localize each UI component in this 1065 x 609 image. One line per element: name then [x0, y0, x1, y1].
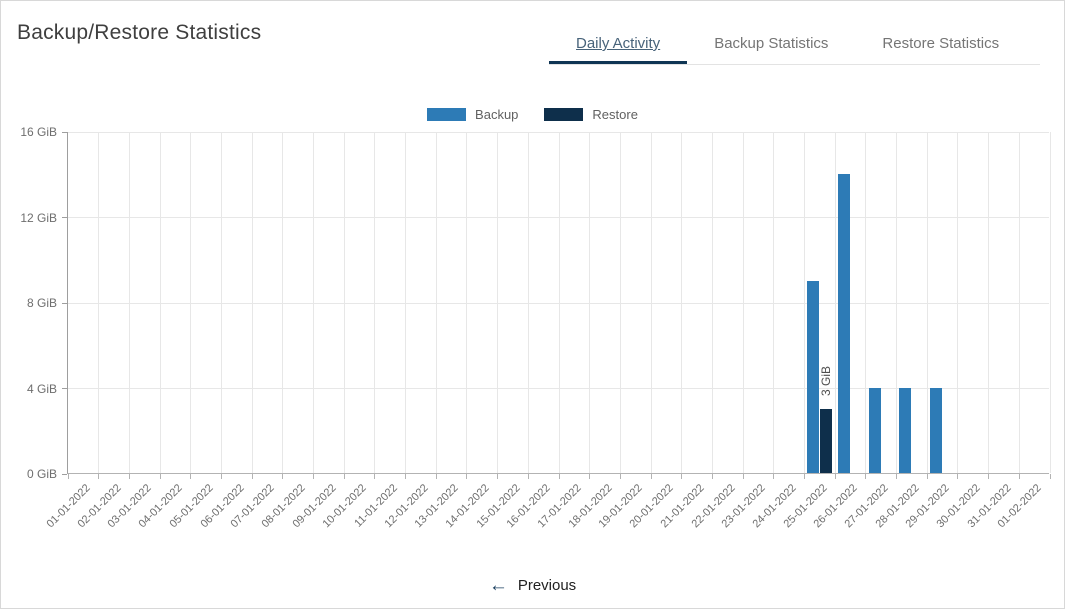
- v-gridline: [1049, 132, 1051, 473]
- v-gridline: [190, 132, 192, 473]
- daily-activity-bar-chart: 0 GiB 4 GiB 8 GiB 12 GiB 16 GiB 01-01-2022 02-…: [20, 125, 1051, 530]
- v-gridline: [1018, 132, 1020, 473]
- v-gridline: [435, 132, 437, 473]
- v-gridline: [865, 132, 867, 473]
- v-gridline: [98, 132, 100, 473]
- x-tick-mark: [988, 474, 990, 479]
- backup-swatch-icon: [427, 108, 467, 121]
- x-tick-mark: [558, 474, 560, 479]
- y-tick-mark: [62, 217, 67, 218]
- arrow-left-icon: ←: [488, 575, 508, 596]
- v-gridline: [497, 132, 499, 473]
- v-gridline: [405, 132, 407, 473]
- v-gridline: [650, 132, 652, 473]
- backup-bar-27-01-2022[interactable]: [868, 387, 881, 473]
- v-gridline: [374, 132, 376, 473]
- x-tick-mark: [251, 474, 253, 479]
- bar-value-label: 3 GiB: [819, 365, 834, 396]
- v-gridline: [834, 132, 836, 473]
- backup-bar-26-01-2022[interactable]: [838, 173, 851, 473]
- x-tick-mark: [343, 474, 345, 479]
- previous-page-control[interactable]: ← Previous: [1, 576, 1064, 595]
- x-tick-mark: [926, 474, 928, 479]
- backup-bar-25-01-2022[interactable]: [807, 280, 820, 473]
- v-gridline: [313, 132, 314, 473]
- x-tick-mark: [834, 474, 836, 479]
- v-gridline: [466, 132, 468, 473]
- x-tick-mark: [220, 474, 222, 479]
- backup-bar-28-01-2022[interactable]: [899, 387, 912, 473]
- legend-label-restore: Restore: [592, 107, 638, 122]
- v-gridline: [589, 132, 591, 473]
- v-gridline: [128, 132, 130, 473]
- v-gridline: [220, 132, 222, 473]
- page-title: Backup/Restore Statistics: [17, 21, 262, 44]
- v-gridline: [926, 132, 928, 473]
- y-axis-tick-label: 16 GiB: [20, 125, 57, 139]
- x-tick-mark: [650, 474, 652, 479]
- backup-bar-29-01-2022[interactable]: [930, 387, 943, 473]
- tab-bar: Daily Activity Backup Statistics Restore…: [549, 23, 1040, 65]
- x-tick-mark: [128, 474, 130, 479]
- x-tick-mark: [466, 474, 468, 479]
- x-tick-mark: [374, 474, 376, 479]
- x-tick-mark: [957, 474, 959, 479]
- x-tick-mark: [742, 474, 744, 479]
- restore-bar-25-01-2022[interactable]: [820, 408, 833, 473]
- v-gridline: [711, 132, 713, 473]
- previous-label: Previous: [517, 577, 577, 594]
- v-gridline: [619, 132, 621, 473]
- x-tick-mark: [282, 474, 284, 479]
- legend-item-restore[interactable]: Restore: [544, 107, 638, 122]
- v-gridline: [343, 132, 345, 473]
- tab-backup-statistics[interactable]: Backup Statistics: [714, 35, 829, 52]
- x-tick-mark: [865, 474, 867, 479]
- v-gridline: [681, 132, 683, 473]
- x-tick-mark: [405, 474, 407, 479]
- y-tick-mark: [62, 131, 67, 133]
- x-tick-mark: [804, 474, 805, 479]
- restore-swatch-icon: [544, 108, 584, 121]
- v-gridline: [251, 132, 253, 473]
- tab-daily-activity[interactable]: Daily Activity: [549, 23, 687, 64]
- y-axis-tick-label: 8 GiB: [26, 296, 57, 310]
- x-tick-mark: [619, 474, 621, 479]
- y-axis-tick-label: 0 GiB: [26, 467, 57, 481]
- v-gridline: [742, 132, 744, 473]
- y-tick-mark: [62, 473, 67, 475]
- x-tick-mark: [681, 474, 683, 479]
- v-gridline: [957, 132, 959, 473]
- chart-legend: Backup Restore: [1, 107, 1064, 122]
- v-gridline: [804, 132, 805, 473]
- x-tick-mark: [67, 474, 69, 479]
- legend-label-backup: Backup: [475, 107, 519, 122]
- x-tick-mark: [896, 474, 898, 479]
- x-tick-mark: [435, 474, 437, 479]
- y-tick-mark: [62, 302, 67, 304]
- v-gridline: [159, 132, 161, 473]
- v-gridline: [896, 132, 898, 473]
- x-tick-mark: [497, 474, 499, 479]
- x-tick-mark: [159, 474, 161, 479]
- y-axis-tick-label: 4 GiB: [26, 381, 57, 396]
- x-tick-mark: [711, 474, 713, 479]
- v-gridline: [988, 132, 990, 473]
- x-tick-mark: [313, 474, 314, 479]
- v-gridline: [558, 132, 560, 473]
- x-tick-mark: [1049, 474, 1051, 479]
- v-gridline: [773, 132, 775, 473]
- legend-item-backup[interactable]: Backup: [427, 107, 518, 122]
- x-tick-mark: [589, 474, 591, 479]
- y-axis-tick-label: 12 GiB: [20, 210, 57, 225]
- x-tick-mark: [1018, 474, 1020, 479]
- tab-restore-statistics[interactable]: Restore Statistics: [882, 35, 1000, 52]
- x-tick-mark: [773, 474, 775, 479]
- x-tick-mark: [98, 474, 100, 479]
- y-tick-mark: [62, 388, 67, 389]
- x-tick-mark: [527, 474, 529, 479]
- v-gridline: [527, 132, 529, 473]
- x-tick-mark: [190, 474, 192, 479]
- v-gridline: [282, 132, 284, 473]
